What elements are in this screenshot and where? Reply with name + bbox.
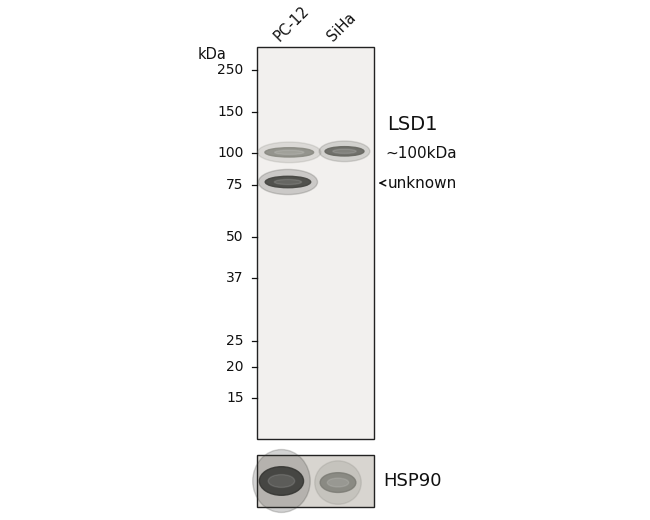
Ellipse shape <box>274 150 304 154</box>
Bar <box>257 47 374 439</box>
Ellipse shape <box>265 176 311 188</box>
Text: HSP90: HSP90 <box>384 472 442 490</box>
Text: 250: 250 <box>218 63 244 77</box>
Text: unknown: unknown <box>380 176 457 190</box>
Ellipse shape <box>315 461 361 504</box>
Ellipse shape <box>257 142 321 163</box>
Text: ~100kDa: ~100kDa <box>385 146 457 161</box>
Ellipse shape <box>320 473 356 492</box>
Ellipse shape <box>259 467 304 495</box>
Ellipse shape <box>259 170 317 194</box>
Text: kDa: kDa <box>198 47 226 62</box>
Text: 25: 25 <box>226 334 244 347</box>
Text: 150: 150 <box>217 105 244 119</box>
Text: LSD1: LSD1 <box>387 115 437 134</box>
Text: 75: 75 <box>226 178 244 191</box>
Text: 100: 100 <box>217 147 244 160</box>
Bar <box>257 455 374 507</box>
Text: 15: 15 <box>226 391 244 405</box>
Ellipse shape <box>319 141 370 162</box>
Ellipse shape <box>333 149 356 153</box>
Ellipse shape <box>325 147 364 156</box>
Ellipse shape <box>253 449 310 513</box>
Ellipse shape <box>274 179 302 185</box>
Text: SiHa: SiHa <box>325 10 359 44</box>
Ellipse shape <box>268 475 294 487</box>
Text: 50: 50 <box>226 230 244 243</box>
Ellipse shape <box>327 478 349 487</box>
Text: PC-12: PC-12 <box>271 3 312 44</box>
Ellipse shape <box>265 148 313 157</box>
Text: 37: 37 <box>226 271 244 285</box>
Text: 20: 20 <box>226 360 244 373</box>
